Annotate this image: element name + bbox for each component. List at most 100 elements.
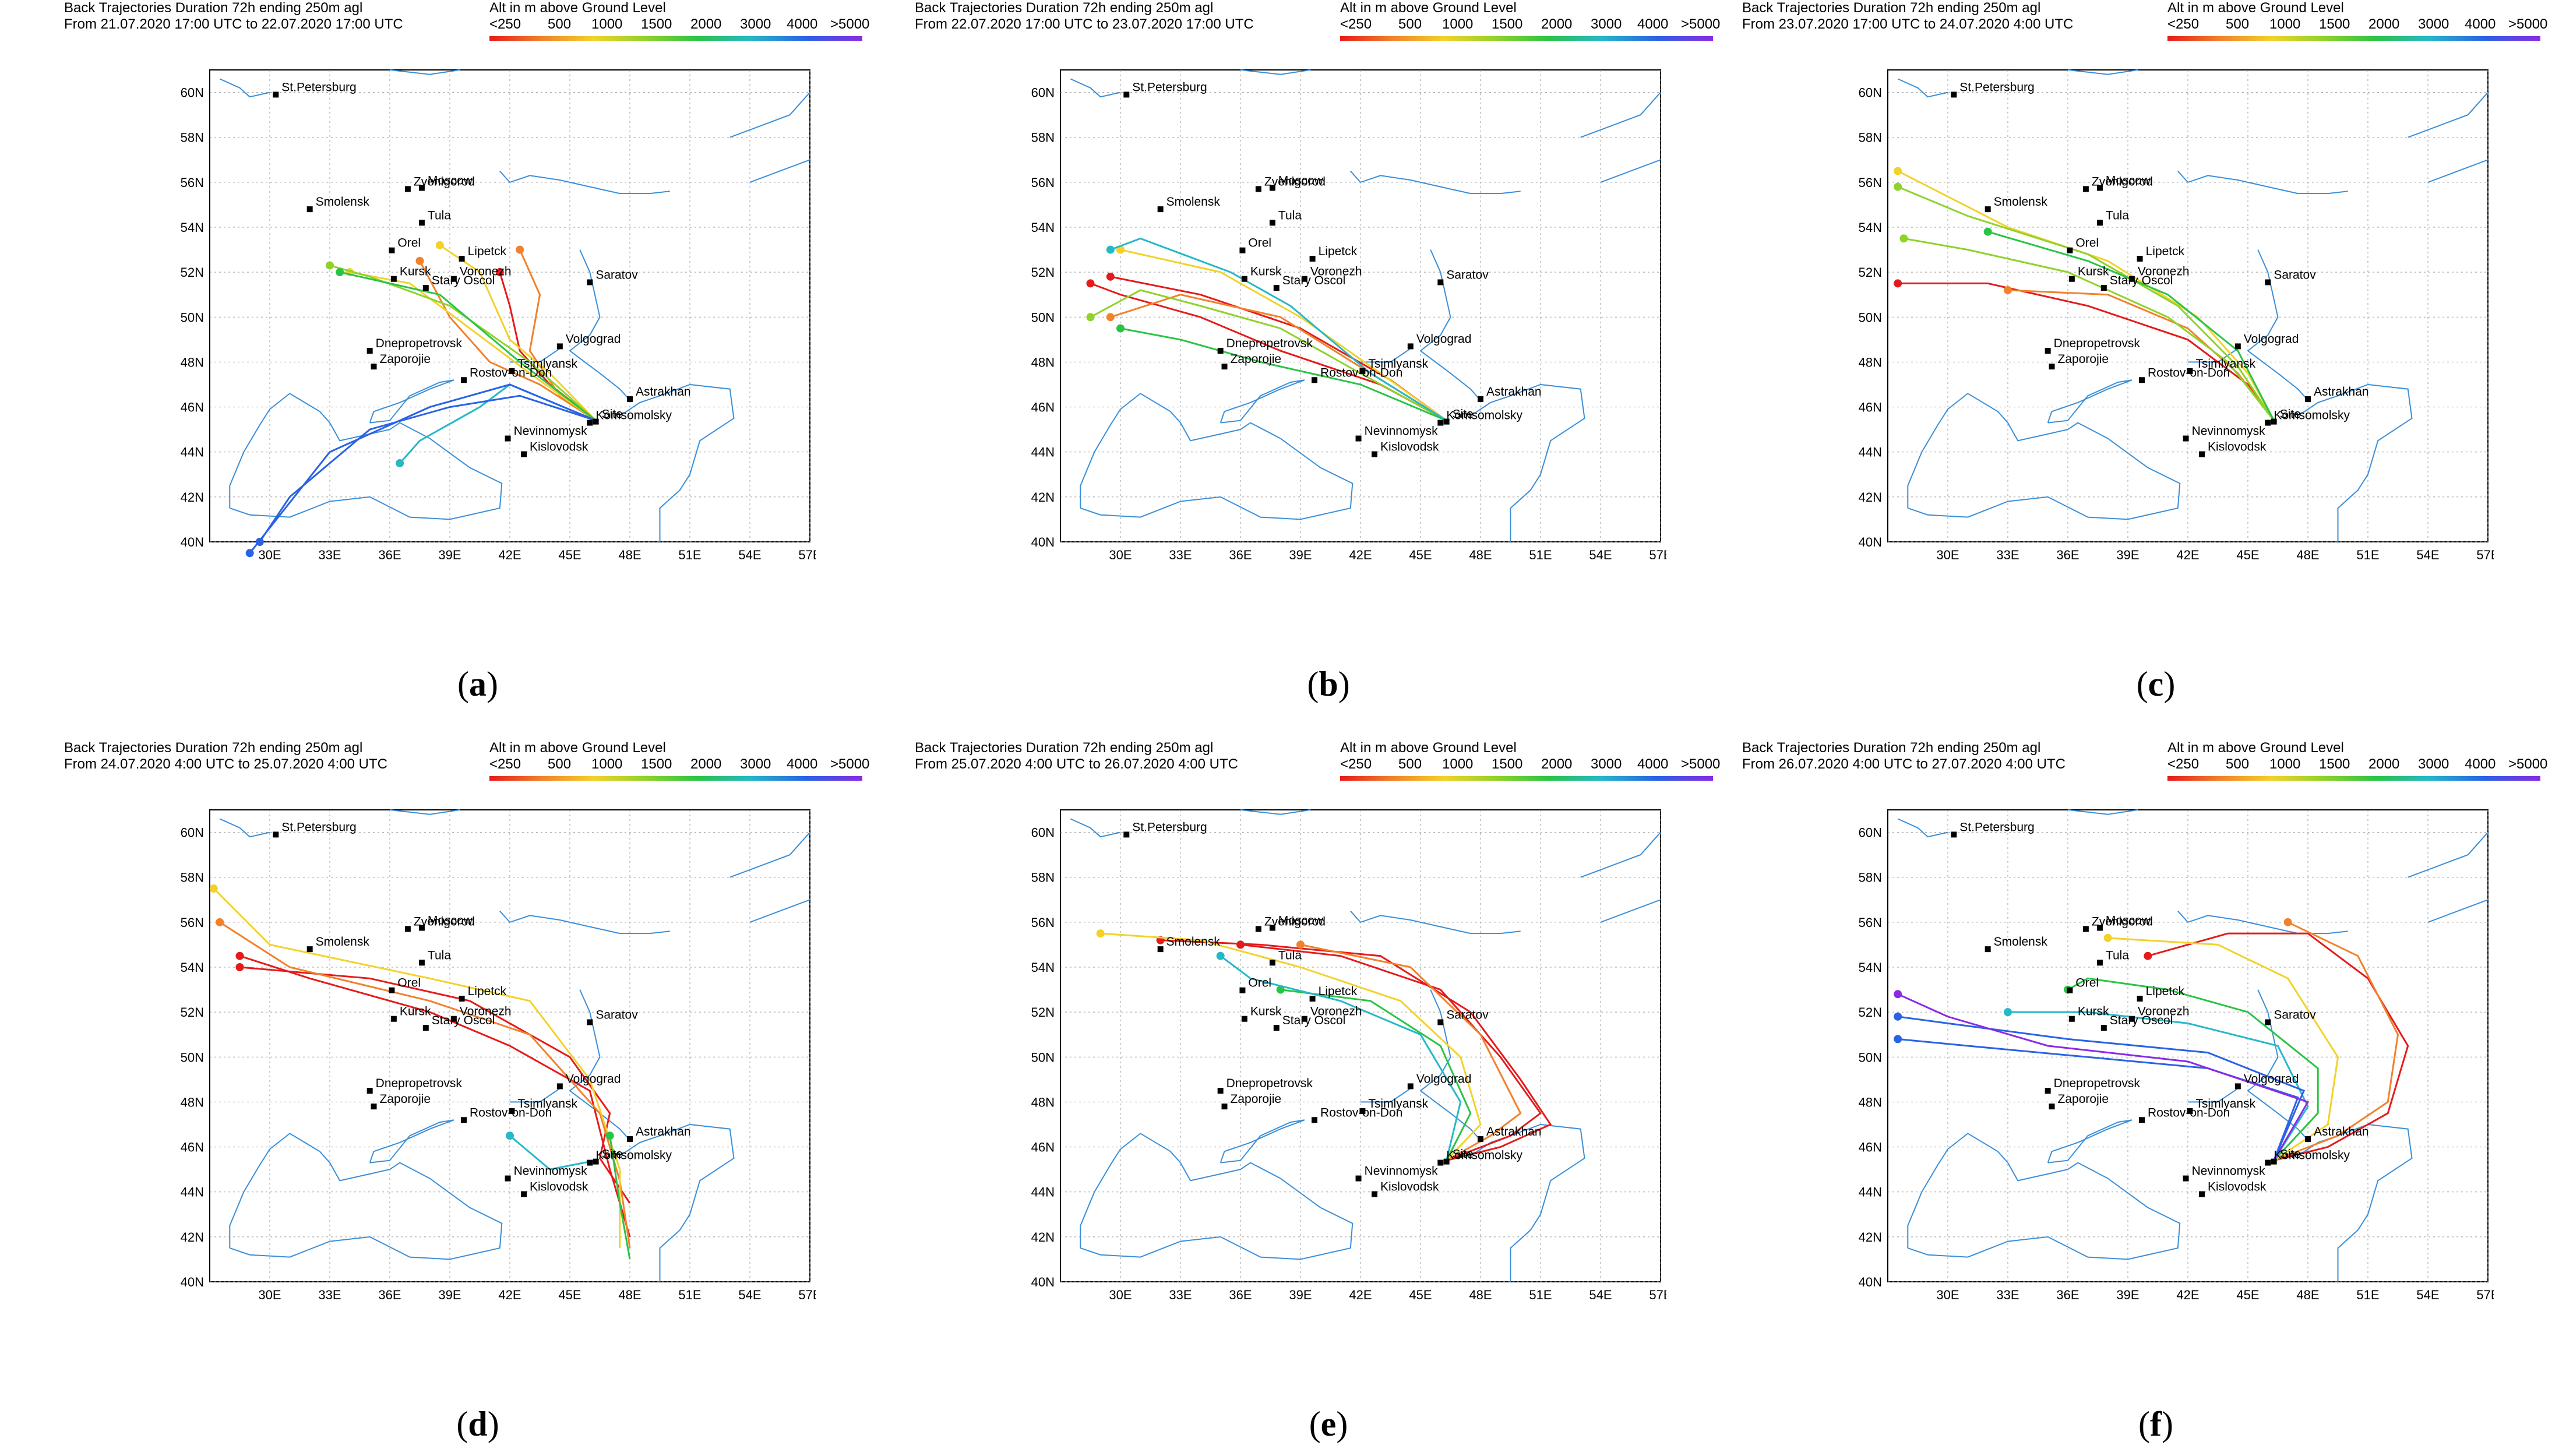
coastline (389, 809, 460, 815)
city-marker (2271, 418, 2277, 425)
trajectory-start-marker (1236, 940, 1245, 949)
lon-tick-label: 45E (1409, 548, 1432, 562)
lon-tick-label: 30E (1936, 1288, 1959, 1302)
city-label: Kislovodsk (1380, 440, 1439, 454)
lat-tick-label: 48N (181, 355, 204, 369)
altitude-legend: Alt in m above Ground Level <250 500 100… (489, 0, 869, 70)
panel-e: Back Trajectories Duration 72h ending 25… (915, 740, 1748, 1443)
legend-tick: 2000 (2368, 756, 2400, 772)
city-marker (2096, 925, 2103, 931)
city-label: Orel (397, 237, 421, 250)
city-label: Kislovodsk (2208, 1180, 2267, 1194)
panel-d: Back Trajectories Duration 72h ending 25… (64, 740, 897, 1443)
panel-caption: (c) (2136, 665, 2176, 703)
city-label: Rostov-on-Don (1320, 366, 1402, 379)
city-label: Volgograd (566, 1072, 621, 1085)
city-label: Saratov (1446, 1009, 1489, 1022)
lat-tick-label: 56N (1859, 175, 1882, 190)
map-plot: 40N 42N 44N 46N 48N 50N 52N 54N 56N 58N 60N 30E 33E 3… (181, 809, 816, 1302)
trajectory-start-marker (336, 268, 344, 277)
city-label: Astrakhan (1486, 1125, 1542, 1138)
trajectory-start-marker (1894, 182, 1902, 191)
city-marker (1985, 946, 1991, 953)
city-label: Kislovodsk (530, 440, 588, 454)
trajectory-start-marker (1894, 279, 1902, 288)
city-label: Tsimlyansk (517, 357, 577, 371)
trajectory-line (2147, 932, 2409, 1162)
trajectory-start-marker (2103, 933, 2112, 942)
lat-tick-label: 56N (1031, 175, 1055, 190)
city-marker (306, 206, 313, 213)
city-marker (1407, 1083, 1414, 1090)
city-label: Tula (2106, 209, 2129, 222)
trajectory-start-marker (2004, 1008, 2012, 1017)
city-marker (1407, 343, 1414, 350)
trajectory-line (609, 1136, 631, 1260)
city-label: Stary Oscol (2110, 1014, 2173, 1027)
lat-tick-label: 60N (1031, 826, 1055, 840)
city-label: Smolensk (316, 935, 370, 949)
city-marker (2128, 1016, 2135, 1022)
lon-tick-label: 51E (1529, 548, 1552, 562)
title-line-2: From 23.07.2020 17:00 UTC to 24.07.2020 … (1742, 16, 2074, 32)
city-label: Astrakhan (2314, 385, 2369, 399)
trajectory-start-marker (216, 918, 224, 926)
city-marker (593, 1158, 599, 1165)
city-marker (273, 91, 279, 98)
city-label: Zaporojie (380, 1092, 431, 1106)
lat-tick-label: 48N (1031, 1095, 1055, 1109)
trajectory-line (239, 966, 631, 1204)
title-line-2: From 24.07.2020 4:00 UTC to 25.07.2020 4… (64, 756, 387, 772)
lat-tick-label: 46N (1031, 1140, 1055, 1155)
lon-tick-label: 33E (1169, 1288, 1192, 1302)
city-marker (627, 1136, 633, 1143)
panel-caption: (f) (2138, 1405, 2173, 1443)
city-marker (587, 1159, 593, 1166)
lat-tick-label: 50N (181, 310, 204, 325)
coastline (2427, 899, 2489, 923)
city-label: Kursk (1250, 1005, 1282, 1018)
city-marker (1241, 276, 1247, 282)
coastline (2247, 249, 2308, 401)
trajectory-start-marker (1116, 245, 1125, 254)
lat-tick-label: 54N (1859, 960, 1882, 975)
city-marker (587, 419, 593, 426)
city-label: Kislovodsk (1380, 1180, 1439, 1194)
title-line-2: From 21.07.2020 17:00 UTC to 22.07.2020 … (64, 16, 403, 32)
trajectory-line (1898, 282, 2275, 421)
trajectory-line (1240, 943, 1542, 1162)
city-label: Volgograd (1416, 1072, 1472, 1085)
legend-tick: <250 (1340, 756, 1372, 772)
lat-tick-label: 48N (1031, 355, 1055, 369)
panel-a: Back Trajectories Duration 72h ending 25… (64, 0, 897, 703)
coastline (2297, 383, 2413, 542)
lat-tick-label: 40N (1859, 535, 1882, 549)
city-marker (2265, 1159, 2271, 1166)
trajectory-line (339, 271, 597, 421)
trajectory-line (509, 1135, 596, 1171)
city-marker (404, 186, 411, 192)
coastline (1580, 91, 1661, 138)
city-label: Moscow (2106, 174, 2151, 188)
panel-header: Back Trajectories Duration 72h ending 25… (915, 0, 1748, 117)
city-marker (1437, 279, 1444, 285)
city-marker (273, 831, 279, 838)
city-label: Zvenigorod (414, 175, 475, 188)
city-marker (459, 256, 465, 262)
lat-tick-label: 54N (181, 220, 204, 235)
legend-tick: 1500 (641, 756, 672, 772)
lon-tick-label: 36E (2056, 548, 2079, 562)
coastline (499, 910, 670, 935)
lat-tick-label: 42N (181, 490, 204, 505)
trajectory-line (259, 394, 597, 542)
lon-tick-label: 42E (2176, 548, 2199, 562)
trajectory-start-marker (245, 549, 254, 558)
lon-tick-label: 33E (318, 1288, 341, 1302)
coastline (1600, 899, 1661, 923)
city-label: Stary Oscol (432, 274, 495, 287)
title-line-1: Back Trajectories Duration 72h ending 25… (64, 740, 363, 756)
trajectory-line (2274, 921, 2399, 1162)
city-label: Moscow (1278, 174, 1324, 188)
title-line-1: Back Trajectories Duration 72h ending 25… (915, 0, 1214, 16)
lat-tick-label: 40N (181, 1275, 204, 1289)
